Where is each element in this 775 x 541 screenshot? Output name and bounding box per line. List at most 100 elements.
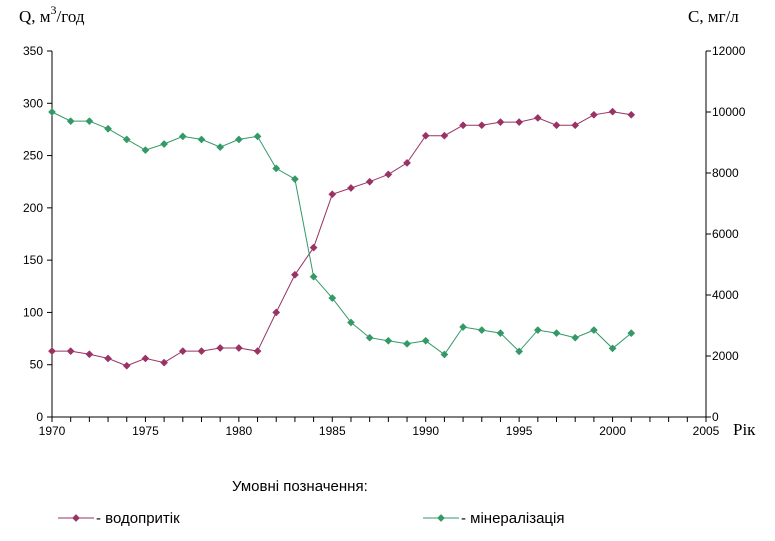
series-1-point (477, 121, 486, 130)
series-1-point (234, 344, 243, 352)
right-y-tick-labels: 0 2000 4000 6000 8000 10000 12000 (712, 44, 746, 424)
series-2-point (178, 132, 187, 141)
series-2-point (347, 318, 355, 327)
x-tick-label: 2000 (599, 424, 626, 438)
series-1-point (589, 110, 598, 119)
series-1-point (216, 344, 225, 352)
series-1-point (440, 131, 449, 140)
series-2-point (459, 323, 468, 331)
left-y-tick-label: 0 (36, 410, 43, 424)
series-layer (48, 107, 636, 370)
left-y-tick-label: 250 (23, 149, 43, 163)
right-axis-title: C, мг/л (688, 7, 739, 26)
series-1-point (421, 131, 430, 140)
x-tick-label: 1980 (226, 424, 253, 438)
series-1-point (290, 270, 299, 279)
series-1 (48, 107, 636, 370)
series-1-point (85, 350, 94, 359)
left-axis-title-sup: 3 (51, 3, 57, 17)
series-1-point (272, 308, 281, 317)
series-1-point (197, 347, 206, 356)
series-1-point (309, 243, 318, 252)
series-1-point (141, 354, 150, 363)
series-2-point (328, 294, 337, 303)
left-y-tick-label: 50 (30, 358, 44, 372)
series-1-point (533, 113, 542, 122)
series-2-point (85, 117, 94, 126)
series-2-point (272, 164, 281, 173)
legend-label: - водопритік (96, 510, 180, 527)
series-2-point (403, 339, 411, 348)
series-2-point (496, 329, 505, 338)
series-2-point (234, 135, 243, 144)
left-y-tick-label: 200 (23, 201, 43, 215)
series-1-point (104, 354, 113, 363)
series-1-point (347, 184, 355, 192)
left-y-tick-labels: 0 50 100 150 200 250 300 350 (23, 44, 43, 424)
series-1-point (365, 177, 374, 186)
series-2-point (66, 117, 75, 126)
series-1-point (608, 107, 617, 116)
series-1-point (66, 347, 75, 356)
series-2-point (216, 143, 225, 152)
x-tick-label: 1990 (412, 424, 439, 438)
left-y-tick-label: 350 (23, 44, 43, 58)
x-tick-label: 2005 (693, 424, 720, 438)
series-1-point (627, 110, 636, 119)
series-2-point (290, 175, 299, 184)
series-2-point (440, 350, 449, 359)
series-1-point (160, 358, 169, 367)
right-y-tick-label: 8000 (712, 166, 739, 180)
axes (47, 50, 711, 422)
series-2-point (552, 329, 561, 338)
legend: - водопритік - мінералізація (58, 510, 564, 527)
series-2-point (48, 108, 56, 116)
series-2-point (122, 135, 131, 144)
left-axis-title-main: Q, м (19, 7, 51, 26)
legend-title: Умовні позначення: (232, 478, 368, 495)
series-1-point (178, 347, 187, 356)
right-y-tick-label: 10000 (712, 105, 746, 119)
series-2-point (589, 326, 598, 335)
series-2-point (571, 333, 580, 342)
right-y-tick-label: 12000 (712, 44, 746, 58)
series-1-point (253, 347, 262, 356)
series-2-point (477, 326, 486, 335)
right-y-tick-label: 4000 (712, 288, 739, 302)
legend-swatch-marker (437, 514, 445, 522)
series-1-point (122, 361, 131, 370)
series-2 (48, 108, 636, 359)
series-2-point (365, 333, 374, 342)
x-tick-label: 1985 (319, 424, 346, 438)
series-1-point (328, 190, 337, 199)
series-2-point (627, 329, 636, 338)
series-2-point (104, 124, 113, 133)
series-1-point (384, 170, 393, 179)
x-tick-label: 1975 (132, 424, 159, 438)
left-axis-title: Q, м3/год (19, 3, 85, 26)
series-1-line (52, 111, 632, 367)
series-2-point (533, 326, 542, 335)
left-axis-title-suffix: /год (57, 7, 85, 26)
series-2-point (253, 132, 262, 141)
left-y-tick-label: 150 (23, 253, 43, 267)
series-1-point (515, 118, 524, 127)
series-1-point (459, 121, 468, 130)
left-y-tick-label: 300 (23, 96, 43, 110)
left-y-tick-label: 100 (23, 305, 43, 319)
right-y-tick-label: 0 (712, 410, 719, 424)
series-2-point (608, 344, 617, 353)
x-axis-title: Рік (733, 420, 756, 439)
series-2-point (160, 140, 169, 148)
series-2-point (515, 347, 524, 356)
series-1-point (571, 121, 580, 130)
series-2-point (197, 135, 206, 144)
series-1-point (552, 121, 561, 130)
series-1-point (48, 347, 56, 356)
right-y-tick-label: 6000 (712, 227, 739, 241)
x-tick-labels: 1970 1975 1980 1985 1990 1995 2000 2005 (39, 424, 720, 438)
legend-label: - мінералізація (461, 510, 564, 527)
legend-swatch-marker (72, 514, 80, 522)
series-2-point (421, 336, 430, 345)
